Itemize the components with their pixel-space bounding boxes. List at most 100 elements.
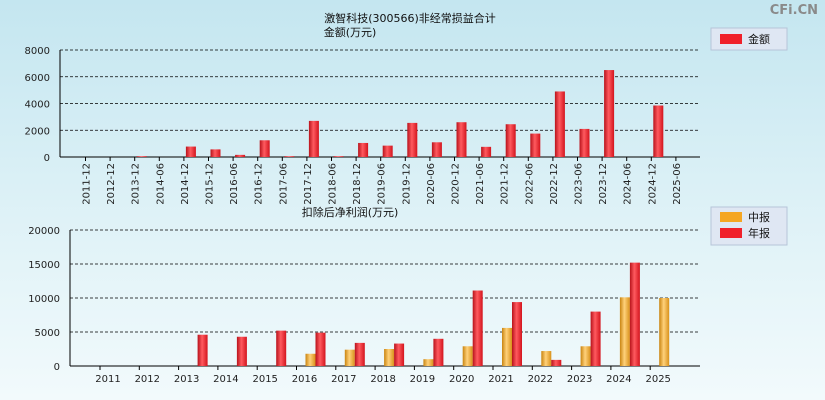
chart1-y-tick-label: 4000 — [25, 100, 50, 111]
chart1-title: 激智科技(300566)非经常损益合计 — [324, 11, 496, 25]
chart1-bar — [333, 156, 344, 157]
chart1-bars — [136, 70, 664, 157]
chart1-grid — [60, 49, 700, 131]
chart2-bar-annual — [197, 334, 208, 366]
chart1-bar — [284, 156, 295, 157]
chart2-title: 扣除后净利润(万元) — [302, 205, 399, 219]
chart2-x-tick-label: 2023 — [567, 374, 592, 385]
chart2-x-tick-label: 2018 — [370, 374, 395, 385]
chart2-bar-interim — [580, 346, 591, 366]
chart1-bar — [185, 146, 196, 157]
chart2-bar-annual — [551, 359, 562, 366]
chart2-grid — [70, 229, 700, 333]
chart1-x-tick-label: 2014-12 — [180, 163, 191, 205]
chart1-y-tick-label: 2000 — [25, 126, 50, 137]
chart1-x-tick-label: 2018-06 — [328, 163, 339, 205]
chart2-legend-swatch-annual — [720, 228, 742, 238]
chart2-bar-annual — [354, 342, 365, 366]
chart1-x-axis: 2011-12 2012-12 2013-12 2014-06 2014-12 2015-… — [82, 157, 683, 205]
chart1-bar — [554, 91, 565, 157]
chart2-x-tick-label: 2021 — [488, 374, 513, 385]
chart2-bar-interim — [305, 353, 316, 366]
chart2-x-tick-label: 2011 — [95, 374, 120, 385]
chart2-bar-interim — [502, 327, 512, 366]
chart1-legend-label: 金额 — [748, 32, 770, 46]
chart1-bar — [382, 145, 393, 157]
chart2-bar-annual — [472, 290, 483, 366]
chart1-x-tick-label: 2017-06 — [278, 163, 289, 205]
chart2-bar-interim — [344, 349, 355, 366]
chart1-bar — [481, 146, 492, 157]
chart1-x-tick-label: 2011-12 — [82, 163, 93, 205]
chart1-bar — [456, 122, 467, 157]
chart2-x-tick-label: 2022 — [528, 374, 553, 385]
chart2-y-tick-label: 0 — [54, 362, 60, 373]
chart1-x-tick-label: 2021-06 — [475, 163, 486, 205]
chart1-x-tick-label: 2023-06 — [574, 163, 585, 205]
chart2-x-tick-label: 2013 — [174, 374, 199, 385]
chart1-legend-swatch — [720, 34, 742, 44]
chart1-legend: 金额 — [710, 27, 788, 51]
chart1-x-tick-label: 2023-12 — [598, 163, 609, 205]
chart2-bar-annual — [590, 311, 601, 366]
chart1-x-tick-label: 2019-06 — [377, 163, 388, 205]
chart2-bar-annual — [512, 302, 522, 366]
chart1-bar — [505, 124, 516, 157]
chart2-bar-interim — [384, 349, 395, 366]
chart2-bar-interim — [659, 298, 670, 366]
chart1-x-tick-label: 2017-12 — [303, 163, 314, 205]
chart2-x-tick-label: 2024 — [606, 374, 631, 385]
chart2-y-tick-label: 10000 — [28, 294, 60, 305]
chart1-x-tick-label: 2024-06 — [623, 163, 634, 205]
chart1-bar — [235, 154, 246, 157]
chart1-x-tick-label: 2020-12 — [451, 163, 462, 205]
chart1-x-tick-label: 2024-12 — [647, 163, 658, 205]
chart2-x-tick-label: 2025 — [645, 374, 670, 385]
chart2-bar-annual — [433, 338, 444, 366]
chart1-y-tick-label: 8000 — [25, 46, 50, 57]
chart2-x-axis: 2011 2012 2013 2014 2015 2016 2017 2018 2019 2020… — [95, 366, 671, 385]
chart1-legend-box — [710, 27, 788, 51]
chart2-x-tick-label: 2012 — [135, 374, 160, 385]
chart2-y-tick-label: 20000 — [28, 226, 60, 237]
chart2-bars — [197, 262, 670, 366]
chart2-legend: 中报 年报 — [710, 206, 788, 246]
chart1-x-tick-label: 2018-12 — [352, 163, 363, 205]
chart1-y-tick-label: 0 — [44, 153, 50, 164]
chart2-bar-annual — [394, 343, 405, 366]
chart2-x-tick-label: 2016 — [292, 374, 317, 385]
chart1-x-tick-label: 2022-06 — [524, 163, 535, 205]
chart2-bar-interim — [541, 351, 552, 366]
chart2-bar-annual — [236, 336, 247, 366]
chart1-bar — [210, 149, 221, 157]
chart1-subtitle: 金额(万元) — [324, 25, 377, 39]
chart1-bar — [604, 70, 615, 157]
chart1-bar — [358, 142, 369, 157]
chart1-bar — [579, 128, 590, 157]
chart1-y-tick-label: 6000 — [25, 73, 50, 84]
chart1-x-tick-label: 2020-06 — [426, 163, 437, 205]
chart2-y-tick-label: 5000 — [35, 328, 60, 339]
chart1-x-tick-label: 2012-12 — [106, 163, 117, 205]
chart2-x-tick-label: 2014 — [213, 374, 238, 385]
chart-nonrecurring: 激智科技(300566)非经常损益合计 金额(万元) 0 2000 4000 6000… — [25, 11, 788, 205]
chart1-x-tick-label: 2022-12 — [549, 163, 560, 205]
chart2-x-tick-label: 2017 — [331, 374, 356, 385]
chart2-bar-interim — [462, 346, 473, 366]
chart2-legend-swatch-interim — [720, 212, 742, 222]
chart2-legend-label-interim: 中报 — [748, 210, 770, 224]
chart2-bar-interim — [423, 359, 434, 366]
chart1-x-tick-label: 2014-06 — [155, 163, 166, 205]
chart1-bar — [530, 133, 541, 157]
chart1-bar — [259, 140, 270, 157]
chart1-bar — [431, 142, 442, 157]
chart-net-profit: 扣除后净利润(万元) 0 5000 10000 15000 20000 2011 2012… — [28, 205, 788, 385]
chart2-legend-label-annual: 年报 — [748, 226, 770, 240]
chart2-bar-annual — [629, 262, 640, 366]
chart2-bar-annual — [276, 330, 287, 366]
chart1-x-tick-label: 2016-12 — [254, 163, 265, 205]
chart1-x-tick-label: 2019-12 — [401, 163, 412, 205]
chart1-bar — [407, 122, 418, 157]
watermark: CFi.CN — [770, 3, 818, 18]
chart1-x-tick-label: 2025-06 — [672, 163, 683, 205]
